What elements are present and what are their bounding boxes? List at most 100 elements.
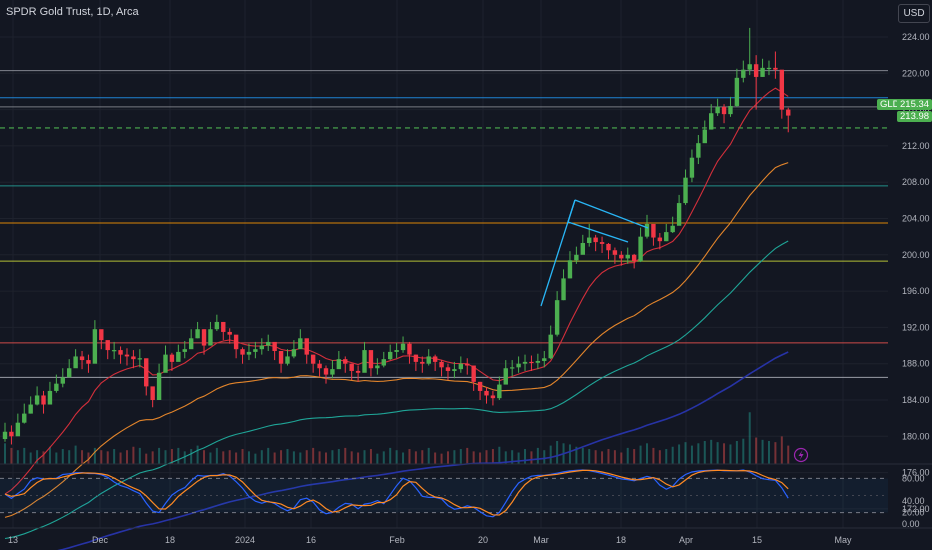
volume-bar: [350, 451, 353, 464]
volume-bar: [325, 452, 327, 464]
candle-body: [683, 177, 688, 204]
candle-body: [689, 157, 695, 178]
volume-bar: [280, 450, 283, 464]
volume-bar: [613, 450, 616, 464]
candle-body: [169, 354, 175, 362]
volume-bar: [267, 447, 270, 464]
symbol-tag: GLD: [877, 99, 903, 110]
candle-body: [362, 350, 367, 373]
candle-body: [651, 223, 656, 238]
volume-bar: [729, 444, 732, 464]
volume-bar: [93, 447, 96, 464]
volume-bar: [414, 451, 417, 464]
price-tick-label: 204.00: [902, 214, 930, 224]
candle-body: [432, 356, 438, 362]
time-tick-label: 18: [165, 535, 175, 545]
candle-body: [99, 329, 104, 341]
volume-bar: [87, 452, 90, 464]
volume-bar: [312, 447, 315, 464]
candle-body: [606, 243, 611, 251]
volume-bar: [132, 446, 135, 464]
candle-body: [214, 321, 220, 330]
volume-bar: [376, 453, 379, 464]
stoch-line: [4, 469, 789, 518]
volume-bar: [363, 450, 366, 464]
time-tick-label: Apr: [679, 535, 693, 545]
time-tick-label: 16: [306, 535, 316, 545]
volume-bar: [646, 443, 648, 464]
volume-bar: [723, 443, 726, 464]
candle-body: [343, 359, 348, 364]
candle-body: [734, 77, 740, 106]
currency-button[interactable]: USD: [898, 4, 930, 23]
candle-body: [298, 338, 303, 350]
price-tick-label: 212.00: [902, 141, 930, 151]
volume-bar: [61, 449, 64, 464]
volume-bar: [81, 450, 84, 464]
candle-body: [696, 143, 701, 158]
candle-body: [150, 386, 155, 400]
candle-body: [490, 395, 496, 399]
horizontal-levels: [0, 70, 888, 378]
candle-body: [15, 422, 21, 437]
candle-body: [753, 64, 759, 77]
volume-bar: [203, 450, 206, 464]
price-tick-label: 208.00: [902, 177, 930, 187]
volume-bar: [549, 445, 552, 464]
candle-body: [195, 329, 200, 339]
volume-bar: [446, 451, 449, 464]
volume-bar: [241, 449, 244, 464]
candle-body: [728, 105, 733, 115]
candle-body: [477, 381, 483, 391]
candle-body: [747, 64, 752, 70]
lightning-icon[interactable]: [793, 447, 809, 463]
volume-bar: [125, 450, 128, 464]
candle-body: [471, 365, 476, 382]
candle-body: [657, 237, 663, 242]
stoch-tick-label: 0.00: [902, 519, 920, 529]
volume-bar: [177, 447, 180, 464]
candle-body: [310, 354, 316, 364]
volume-bar: [543, 450, 546, 464]
flag-lower-line: [567, 221, 629, 243]
volume-bar: [434, 452, 437, 464]
candle-body: [612, 250, 618, 255]
volume-bar: [748, 412, 751, 464]
volume-bar: [138, 447, 141, 464]
candle-body: [355, 370, 361, 373]
stoch-tick-label: 20.00: [902, 508, 925, 518]
volume-bar: [716, 442, 719, 464]
candle-body: [715, 106, 720, 114]
candle-body: [394, 350, 399, 352]
volume-bar: [678, 444, 681, 464]
ema-line: [4, 240, 789, 540]
price-tick-label: 176.00: [902, 468, 930, 478]
candlesticks[interactable]: [2, 27, 791, 445]
candle-body: [176, 351, 181, 362]
volume-bar: [671, 446, 674, 464]
candle-body: [201, 329, 207, 346]
volume-bar: [100, 450, 103, 464]
volume-bar: [742, 438, 745, 464]
volume-bar: [113, 449, 116, 464]
volume-bar: [209, 452, 212, 464]
volume-bar: [427, 447, 430, 464]
volume-bar: [119, 452, 122, 464]
time-tick-label: 20: [478, 535, 488, 545]
volume-bar: [568, 444, 571, 464]
volume-bar: [10, 447, 13, 464]
volume-bar: [183, 451, 186, 464]
volume-bar: [511, 450, 514, 464]
price-axis[interactable]: 224.00220.00216.00212.00208.00204.00200.…: [902, 32, 930, 529]
time-axis[interactable]: 13 Dec 18 2024 16 Feb 20 Mar 18 Apr 15 May: [0, 527, 932, 545]
volume-bar: [215, 447, 218, 464]
candle-body: [131, 356, 136, 360]
price-tick-label: 180.00: [902, 431, 930, 441]
candle-body: [227, 331, 232, 335]
flag-pattern-drawing[interactable]: [540, 199, 649, 307]
candle-body: [779, 69, 785, 110]
candle-body: [54, 383, 59, 391]
candle-body: [574, 254, 579, 261]
last-price-tag: 215.34: [897, 99, 932, 110]
